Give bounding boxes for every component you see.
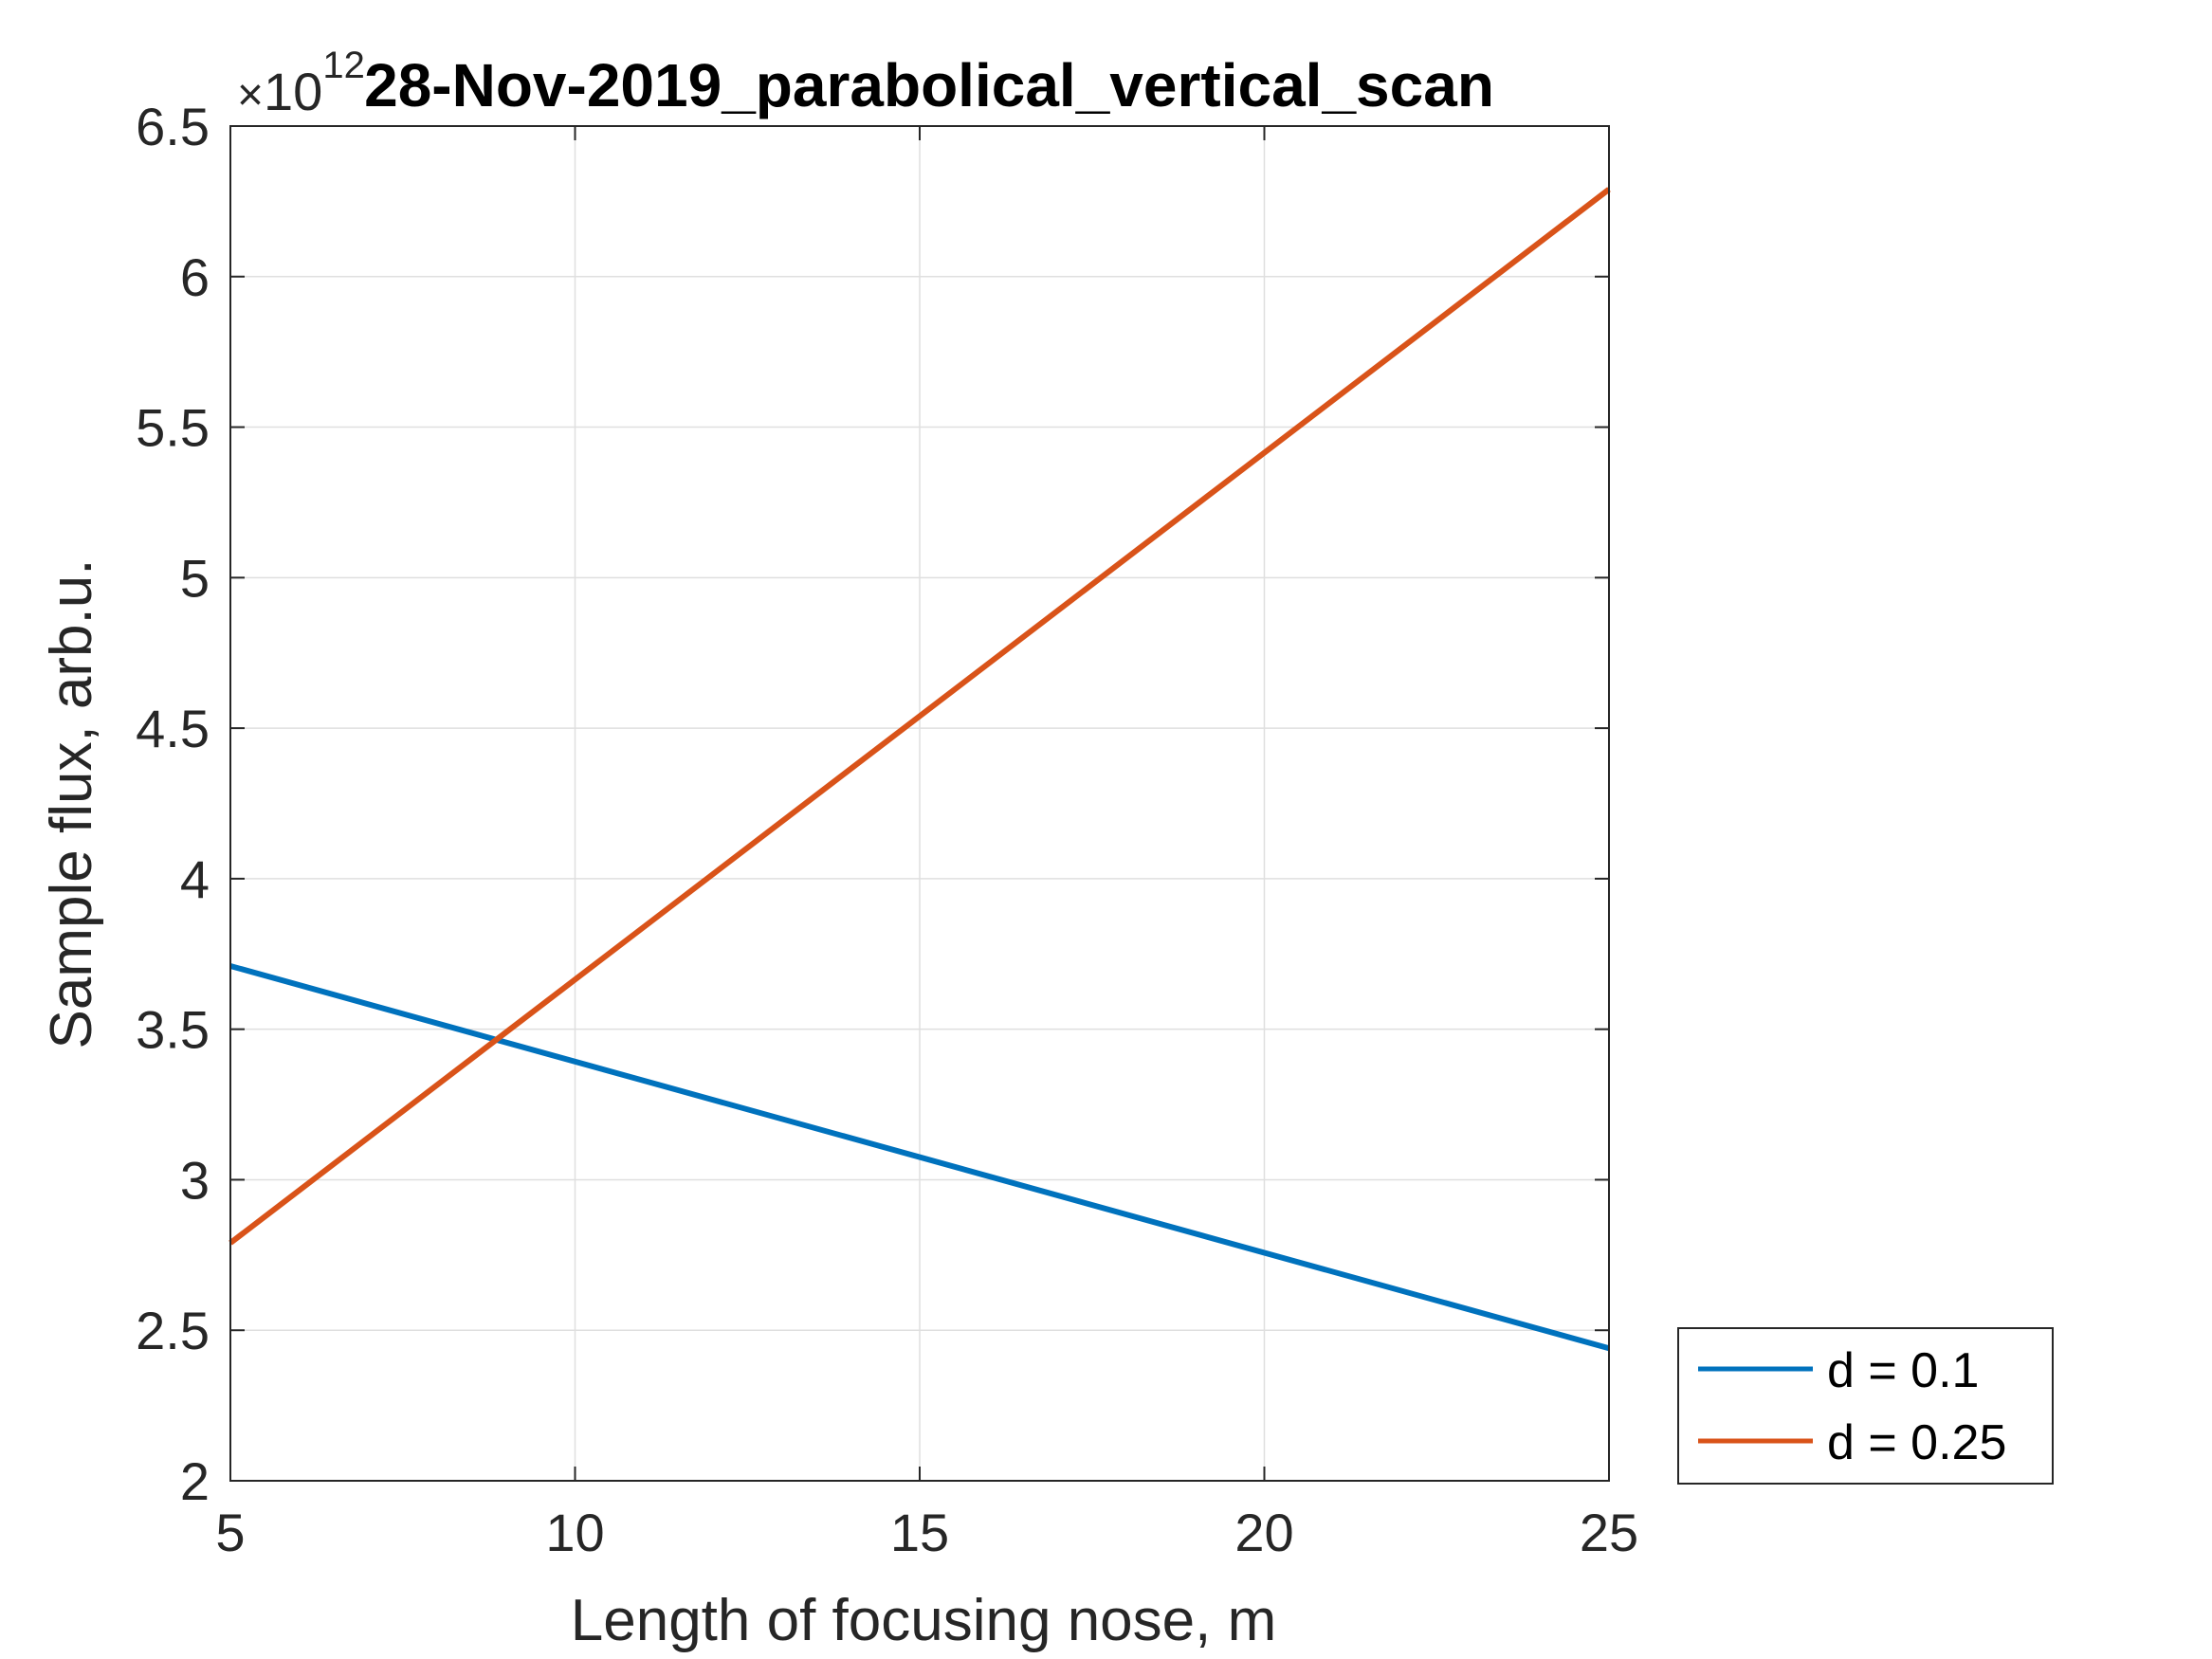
y-tick-label: 2: [180, 1451, 210, 1511]
y-tick-label: 3: [180, 1150, 210, 1210]
series-lines: [229, 187, 1611, 1352]
y-exponent-label: ×1012: [237, 45, 365, 121]
x-tick-label: 20: [1234, 1503, 1293, 1562]
x-tick-labels: 5 10 15 20 25: [215, 1503, 1638, 1562]
y-tick-labels: 2 2.5 3 3.5 4 4.5 5 5.5 6 6.5: [136, 97, 210, 1511]
chart-title: 28-Nov-2019_parabolical_vertical_scan: [364, 51, 1494, 119]
legend-box: [1677, 1327, 2054, 1485]
y-tick-label: 6: [180, 247, 210, 307]
y-tick-label: 4: [180, 849, 210, 909]
y-tick-label: 3.5: [136, 1000, 210, 1060]
y-tick-label: 5.5: [136, 398, 210, 458]
axis-ticks: [229, 125, 1610, 1482]
y-axis-label: Sample flux, arb.u.: [39, 559, 104, 1049]
legend-label-d-0-25: d = 0.25: [1827, 1415, 2006, 1470]
y-tick-label: 6.5: [136, 97, 210, 156]
y-tick-label: 5: [180, 548, 210, 608]
y-exponent-power: 12: [322, 45, 365, 86]
series-line-d-0-25: [229, 187, 1611, 1246]
y-tick-label: 2.5: [136, 1301, 210, 1360]
series-line-d-0-1: [229, 963, 1610, 1352]
y-tick-label: 4.5: [136, 699, 210, 758]
x-tick-label: 25: [1580, 1503, 1638, 1562]
x-tick-label: 5: [215, 1503, 245, 1562]
grid: [230, 126, 1609, 1481]
legend: d = 0.1 d = 0.25: [1677, 1327, 2054, 1485]
y-exponent-prefix: ×: [237, 70, 264, 120]
y-exponent-base: 10: [264, 62, 322, 121]
x-tick-label: 10: [545, 1503, 604, 1562]
x-tick-label: 15: [890, 1503, 949, 1562]
x-axis-label: Length of focusing nose, m: [571, 1588, 1276, 1653]
legend-label-d-0-1: d = 0.1: [1827, 1343, 1979, 1398]
